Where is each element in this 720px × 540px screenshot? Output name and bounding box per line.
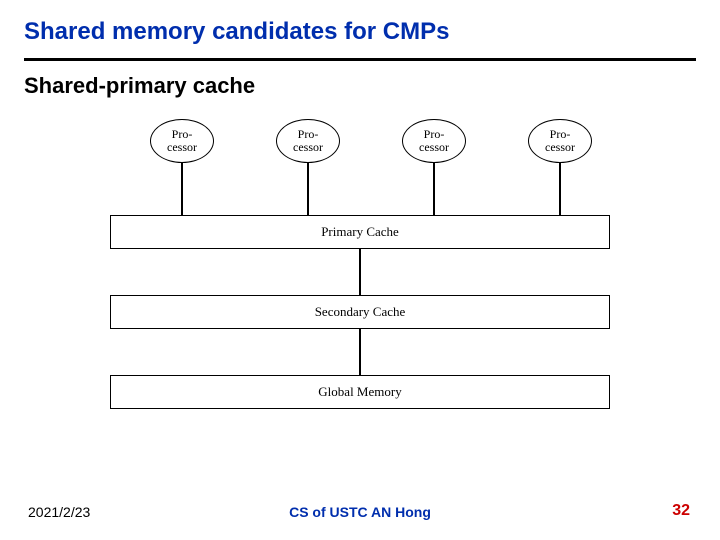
page-title: Shared memory candidates for CMPs [0,0,720,54]
architecture-diagram: Pro-cessor Pro-cessor Pro-cessor Pro-cessor… [100,119,620,439]
secondary-box: Secondary Cache [110,295,610,329]
primary-box: Primary Cache [110,215,610,249]
processor-node: Pro-cessor [276,119,340,163]
footer-center: CS of USTC AN Hong [0,504,720,520]
connector [359,329,361,375]
connector [307,163,309,215]
footer-page-number: 32 [672,502,690,520]
connector [359,249,361,295]
processor-node: Pro-cessor [402,119,466,163]
connector [433,163,435,215]
processor-node: Pro-cessor [528,119,592,163]
memory-box: Global Memory [110,375,610,409]
subtitle: Shared-primary cache [0,61,720,99]
connector [559,163,561,215]
processor-node: Pro-cessor [150,119,214,163]
connector [181,163,183,215]
